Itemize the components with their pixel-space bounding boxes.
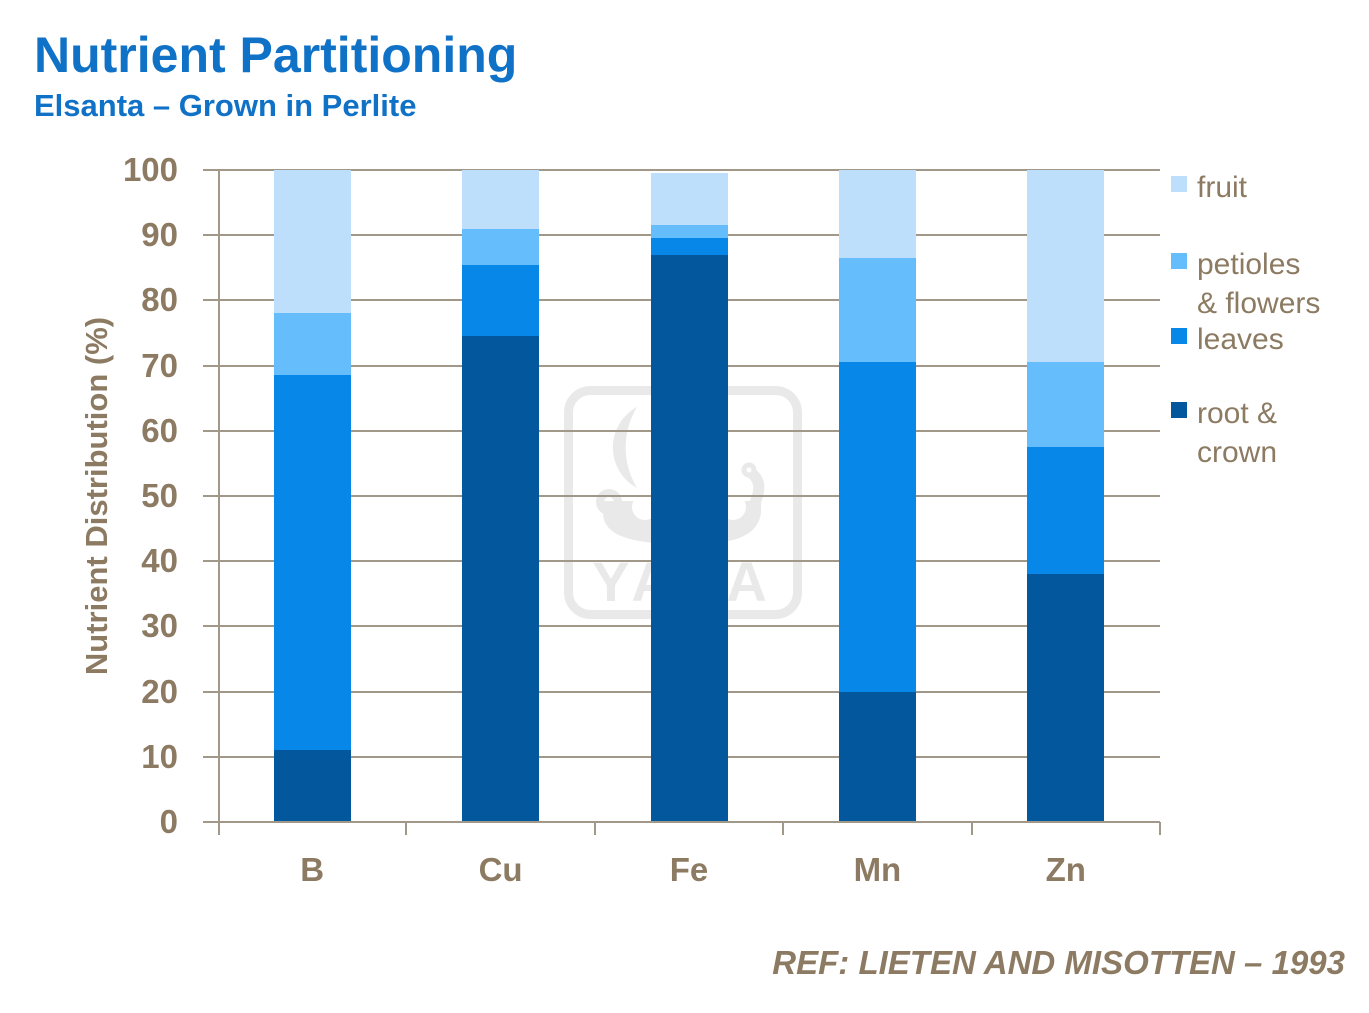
bar-Cu-leaves: [462, 264, 540, 337]
x-tick-label-Cu: Cu: [478, 851, 523, 888]
y-tick-label-0: 0: [159, 803, 178, 840]
chart-title: Nutrient Partitioning: [34, 27, 518, 83]
bar-Mn-petioles-flowers: [838, 258, 916, 363]
bar-Cu-fruit: [462, 170, 540, 229]
x-tick-label-B: B: [300, 851, 325, 888]
x-tick-1: [405, 822, 408, 835]
y-tick-0: [203, 821, 218, 823]
x-axis-line: [203, 821, 1160, 823]
bar-Cu-root-crown: [462, 336, 540, 822]
x-tick-3: [782, 822, 785, 835]
y-axis-title: Nutrient Distribution (%): [79, 316, 114, 676]
y-axis-line: [218, 170, 220, 835]
bar-Mn-fruit: [838, 170, 916, 259]
y-tick-90: [203, 234, 218, 237]
y-tick-label-60: 60: [141, 411, 178, 449]
y-tick-label-20: 20: [141, 672, 178, 710]
y-tick-label-30: 30: [141, 607, 178, 645]
bar-B-root-crown: [273, 750, 351, 822]
bar-Fe-petioles-flowers: [650, 225, 728, 239]
bar-Mn-root-crown: [838, 691, 916, 822]
x-tick-5: [1159, 822, 1161, 835]
y-tick-label-40: 40: [141, 542, 178, 580]
legend-item-petioles-flowers: petioles & flowers: [1171, 245, 1320, 323]
bar-Mn-leaves: [838, 362, 916, 692]
x-tick-2: [593, 822, 596, 835]
y-tick-60: [203, 429, 218, 432]
bar-Fe-root-crown: [650, 254, 728, 822]
legend-swatch: [1171, 253, 1187, 269]
legend-swatch: [1171, 328, 1187, 344]
legend-swatch: [1171, 402, 1187, 418]
chart-subtitle: Elsanta – Grown in Perlite: [34, 88, 417, 123]
x-tick-label-Fe: Fe: [669, 851, 709, 888]
y-tick-10: [203, 755, 218, 758]
y-tick-label-90: 90: [141, 216, 178, 254]
y-tick-20: [203, 690, 218, 693]
y-tick-label-10: 10: [141, 737, 178, 775]
legend-label: root & crown: [1197, 397, 1278, 469]
gridline-100: [218, 169, 1160, 171]
bar-Cu-petioles-flowers: [462, 228, 540, 265]
bar-Zn-root-crown: [1027, 574, 1105, 822]
bar-Zn-leaves: [1027, 447, 1105, 575]
bar-Zn-petioles-flowers: [1027, 362, 1105, 448]
legend-label: fruit: [1197, 171, 1248, 204]
bar-B-leaves: [273, 375, 351, 751]
bar-B-fruit: [273, 170, 351, 314]
legend-label: leaves: [1197, 323, 1284, 356]
bar-B-petioles-flowers: [273, 313, 351, 376]
legend-item-fruit: fruit: [1171, 168, 1247, 207]
reference-text: REF: LIETEN AND MISOTTEN – 1993: [772, 944, 1345, 981]
x-tick-label-Zn: Zn: [1045, 851, 1086, 888]
bar-Fe-fruit: [650, 173, 728, 226]
y-tick-50: [203, 495, 218, 497]
legend-item-root-crown: root & crown: [1171, 394, 1277, 472]
x-tick-4: [970, 822, 973, 835]
y-tick-label-70: 70: [141, 346, 178, 384]
x-tick-label-Mn: Mn: [853, 851, 902, 888]
y-tick-40: [203, 560, 218, 563]
bar-Fe-leaves: [650, 238, 728, 255]
y-tick-100: [203, 169, 218, 171]
legend-label: petioles & flowers: [1197, 248, 1321, 320]
y-tick-80: [203, 299, 218, 302]
bar-Zn-fruit: [1027, 170, 1105, 363]
y-tick-70: [203, 364, 218, 367]
y-tick-label-50: 50: [141, 477, 178, 514]
legend-swatch: [1171, 176, 1187, 192]
legend-item-leaves: leaves: [1171, 320, 1284, 359]
y-tick-label-80: 80: [141, 281, 178, 319]
y-tick-30: [203, 625, 218, 628]
y-tick-label-100: 100: [122, 151, 178, 188]
